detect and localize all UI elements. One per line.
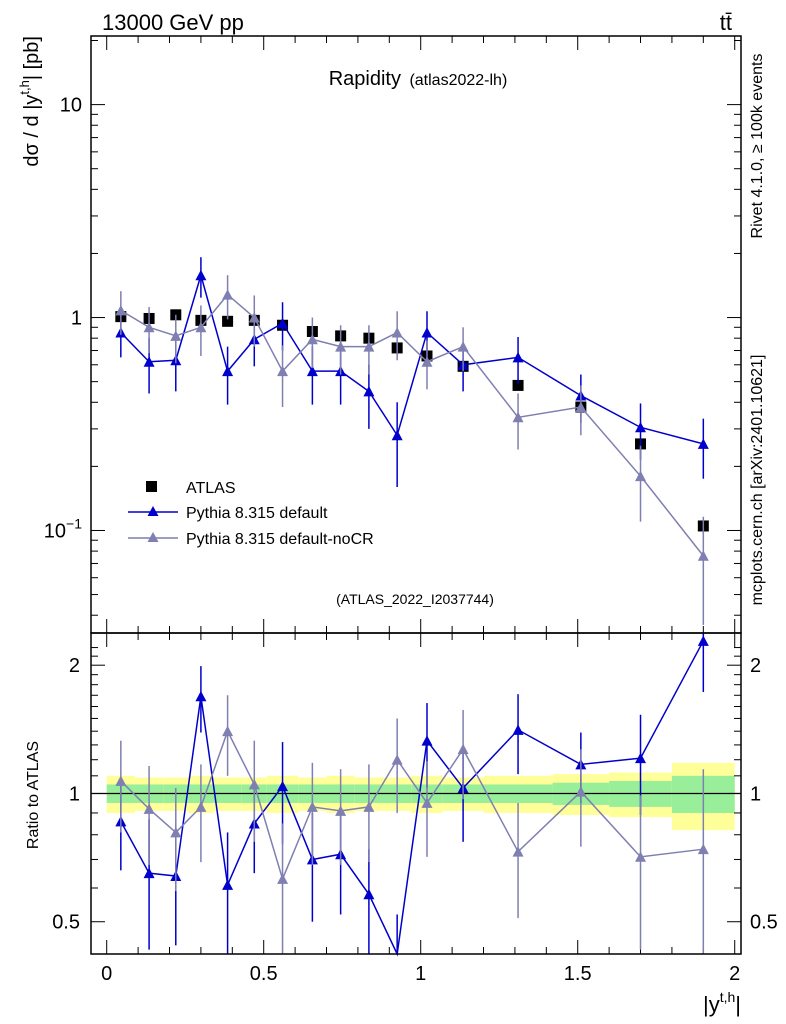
ratio-data-point	[363, 888, 375, 900]
atlas-data-point	[222, 315, 234, 327]
mc-data-point	[635, 470, 647, 482]
chart-title-main: Rapidity	[329, 68, 401, 90]
y-tick-label: 10	[60, 95, 82, 117]
ratio-y-tick-label: 0.5	[52, 912, 80, 934]
ratio-y-tick-label: 2	[69, 655, 80, 677]
axis-ticks	[91, 36, 741, 954]
mc-data-point	[277, 365, 289, 377]
mc-data-point	[277, 317, 289, 329]
ratio-data-point	[248, 778, 260, 790]
mc-series-line	[120, 272, 704, 445]
mc-data-point	[195, 269, 207, 281]
legend-label-nocr: Pythia 8.315 default-noCR	[186, 531, 374, 548]
ratio-data-point	[575, 786, 587, 797]
ratio-data-point	[277, 780, 289, 792]
mc-data-point	[391, 327, 403, 338]
ratio-data-point	[512, 846, 524, 857]
legend-marker-default	[147, 506, 159, 516]
mc-data-point	[306, 333, 318, 345]
legend: ATLAS Pythia 8.315 default Pythia 8.315 …	[128, 480, 374, 548]
legend-label-default: Pythia 8.315 default	[186, 505, 328, 522]
mc-data-point	[697, 438, 709, 449]
collision-energy-label: 13000 GeV pp	[102, 10, 244, 35]
ratio-data-point	[635, 752, 647, 764]
mc-data-point	[195, 321, 207, 333]
ratio-data-point	[306, 801, 318, 812]
ratio-y-tick-label: 1	[69, 783, 80, 805]
x-tick-label: 1	[415, 963, 426, 985]
ratio-data-point	[512, 724, 524, 735]
ratio-data-point	[195, 690, 207, 702]
ratio-data-point	[195, 801, 207, 812]
legend-marker-nocr	[147, 532, 159, 542]
ratio-data-point	[363, 801, 375, 812]
mc-data-point	[170, 330, 182, 341]
x-tick-label: 2	[729, 963, 740, 985]
mc-data-point	[248, 312, 260, 323]
ratio-data-point	[697, 843, 709, 855]
x-axis-label: |yt,h|	[703, 989, 741, 1017]
mc-data-point	[222, 365, 234, 377]
ratio-data-point	[457, 743, 469, 755]
mc-data-point	[143, 356, 155, 367]
mc-data-point	[457, 341, 469, 352]
x-tick-label: 1.5	[564, 963, 592, 985]
ratio-y-tick-label-right: 0.5	[750, 912, 778, 934]
ratio-y-axis-label: Ratio to ATLAS	[25, 741, 42, 849]
tick-labels: 0 0.5 1 1.5 2 10 1 10−1 2 2 1 1 0.5 0.5	[44, 95, 778, 985]
ratio-data-point	[222, 725, 234, 737]
ratio-data-point	[391, 754, 403, 765]
analysis-id-label: (ATLAS_2022_I2037744)	[336, 591, 494, 607]
ratio-data-point	[421, 797, 433, 808]
ratio-data-point	[222, 879, 234, 890]
ratio-data-point	[170, 826, 182, 838]
y-axis-label: dσ / d |yt,h| [pb]	[17, 36, 43, 167]
mc-data-point	[391, 429, 403, 441]
mc-data-point	[512, 411, 524, 423]
rivet-version-label: Rivet 4.1.0, ≥ 100k events	[749, 54, 766, 239]
ratio-data-point	[635, 851, 647, 862]
y-tick-label: 10−1	[44, 515, 82, 542]
chart-title: Rapidity (atlas2022-lh)	[329, 68, 508, 90]
process-label: tt̄	[720, 10, 732, 35]
mc-data-point	[512, 351, 524, 363]
mc-data-point	[115, 304, 127, 316]
y-tick-label: 1	[71, 308, 82, 330]
mc-data-point	[222, 289, 234, 300]
mc-data-point	[306, 365, 318, 377]
legend-label-atlas: ATLAS	[186, 480, 236, 497]
mcplots-label: mcplots.cern.ch [arXiv:2401.10621]	[749, 355, 766, 606]
x-tick-label: 0	[101, 963, 112, 985]
mc-data-point	[697, 550, 709, 561]
legend-marker-atlas	[146, 481, 157, 492]
ratio-data-point	[697, 635, 709, 646]
mc-data-point	[363, 385, 375, 397]
ratio-y-tick-label-right: 2	[750, 655, 761, 677]
chart-title-tag: (atlas2022-lh)	[409, 72, 507, 89]
ratio-data-point	[421, 735, 433, 746]
ratio-data-point	[115, 775, 127, 786]
ratio-data-point	[143, 867, 155, 879]
mc-data-point	[335, 341, 347, 352]
mc-data-point	[363, 341, 375, 352]
ratio-y-tick-label-right: 1	[750, 783, 761, 805]
ratio-panel-frame	[90, 632, 742, 955]
ratio-panel-series	[115, 633, 709, 957]
mc-data-point	[421, 327, 433, 338]
ratio-data-point	[277, 873, 289, 884]
mc-data-point	[143, 321, 155, 333]
mc-data-point	[635, 421, 647, 433]
mc-data-point	[575, 401, 587, 412]
main-panel-series	[115, 257, 709, 625]
ratio-data-point	[335, 805, 347, 816]
x-tick-label: 0.5	[250, 963, 278, 985]
atlas-data-point	[512, 379, 524, 391]
mc-data-point	[421, 356, 433, 367]
ratio-data-point	[143, 803, 155, 814]
